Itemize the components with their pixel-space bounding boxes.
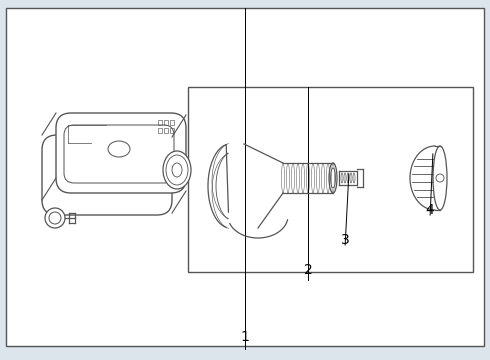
Bar <box>164 128 168 133</box>
FancyBboxPatch shape <box>6 8 484 346</box>
FancyBboxPatch shape <box>56 113 186 193</box>
Ellipse shape <box>329 163 337 193</box>
Text: 2: 2 <box>304 263 313 277</box>
Bar <box>164 120 168 125</box>
Bar <box>158 120 162 125</box>
FancyBboxPatch shape <box>188 87 473 272</box>
Text: 4: 4 <box>426 203 434 217</box>
Bar <box>158 128 162 133</box>
Text: 1: 1 <box>241 330 249 344</box>
Text: 3: 3 <box>341 233 349 247</box>
Ellipse shape <box>433 146 447 210</box>
Bar <box>170 128 174 133</box>
Bar <box>170 120 174 125</box>
Ellipse shape <box>163 151 191 189</box>
FancyBboxPatch shape <box>42 135 172 215</box>
Ellipse shape <box>45 208 65 228</box>
